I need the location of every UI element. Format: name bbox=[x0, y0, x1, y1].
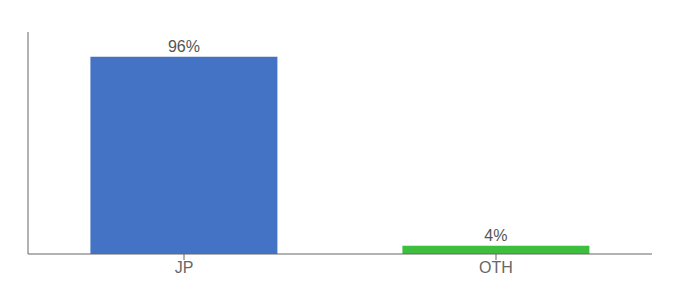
svg-text:96%: 96% bbox=[168, 38, 200, 55]
svg-text:JP: JP bbox=[175, 259, 194, 276]
svg-text:4%: 4% bbox=[484, 227, 507, 244]
svg-text:OTH: OTH bbox=[479, 259, 513, 276]
